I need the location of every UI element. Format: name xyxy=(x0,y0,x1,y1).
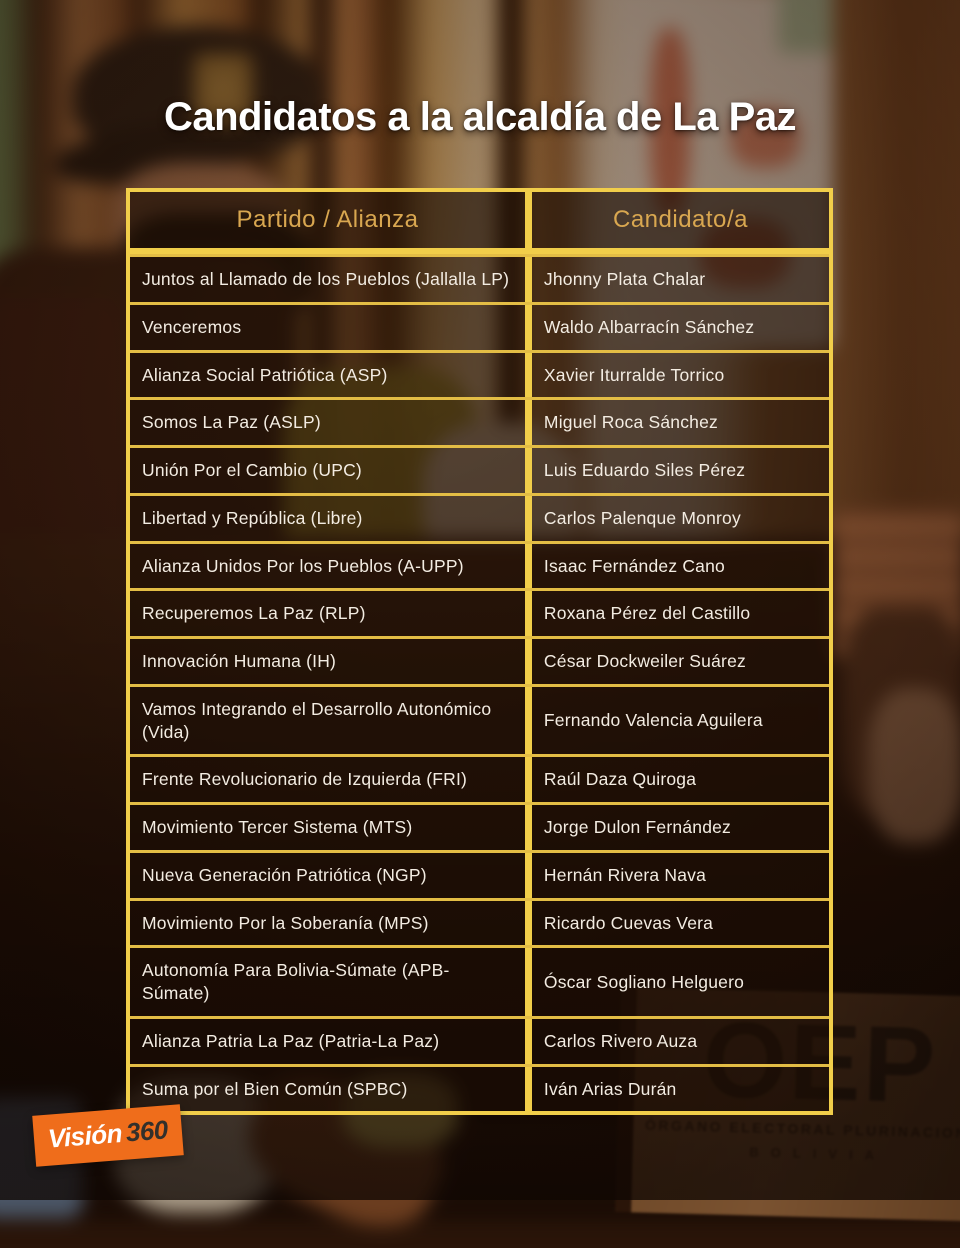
party-cell: Alianza Social Patriótica (ASP) xyxy=(130,352,532,398)
page-title: Candidatos a la alcaldía de La Paz xyxy=(163,94,797,139)
candidate-cell: Hernán Rivera Nava xyxy=(531,852,829,898)
party-cell: Vamos Integrando el Desarrollo Autonómic… xyxy=(130,686,532,755)
candidate-cell: Raúl Daza Quiroga xyxy=(531,757,829,802)
candidate-cell: Carlos Palenque Monroy xyxy=(531,495,829,541)
table-row: Juntos al Llamado de los Pueblos (Jallal… xyxy=(130,254,829,302)
candidate-cell: Carlos Rivero Auza xyxy=(531,1018,829,1064)
candidate-cell: Jorge Dulon Fernández xyxy=(531,805,829,850)
table-row: Venceremos Waldo Albarracín Sánchez xyxy=(130,301,829,350)
party-cell: Suma por el Bien Común (SPBC) xyxy=(130,1066,532,1112)
party-cell: Venceremos xyxy=(130,304,532,350)
table-row: Nueva Generación Patriótica (NGP) Hernán… xyxy=(130,849,829,898)
candidate-cell: Roxana Pérez del Castillo xyxy=(531,591,829,636)
table-body: Juntos al Llamado de los Pueblos (Jallal… xyxy=(130,254,829,1112)
party-cell: Somos La Paz (ASLP) xyxy=(130,400,532,445)
party-cell: Unión Por el Cambio (UPC) xyxy=(130,448,532,493)
candidate-cell: Fernando Valencia Aguilera xyxy=(531,686,829,755)
oep-country-text: BOLIVIA xyxy=(749,1143,887,1163)
party-cell: Autonomía Para Bolivia-Súmate (APB-Súmat… xyxy=(130,948,532,1016)
table-row: Libertad y República (Libre) Carlos Pale… xyxy=(130,492,829,541)
table-row: Unión Por el Cambio (UPC) Luis Eduardo S… xyxy=(130,445,829,493)
candidate-cell: Óscar Sogliano Helguero xyxy=(531,948,829,1016)
party-cell: Alianza Unidos Por los Pueblos (A-UPP) xyxy=(130,543,532,589)
table-row: Movimiento Por la Soberanía (MPS) Ricard… xyxy=(130,897,829,946)
party-cell: Movimiento Por la Soberanía (MPS) xyxy=(130,900,532,946)
table-row: Innovación Humana (IH) César Dockweiler … xyxy=(130,636,829,684)
table-header-row: Partido / Alianza Candidato/a xyxy=(130,192,829,254)
header-candidato: Candidato/a xyxy=(531,192,829,254)
candidate-cell: Xavier Iturralde Torrico xyxy=(531,352,829,398)
candidate-cell: Waldo Albarracín Sánchez xyxy=(531,304,829,350)
party-cell: Nueva Generación Patriótica (NGP) xyxy=(130,852,532,898)
table-row: Somos La Paz (ASLP) Miguel Roca Sánchez xyxy=(130,397,829,445)
logo-text-360: 360 xyxy=(124,1114,169,1148)
candidate-cell: Isaac Fernández Cano xyxy=(531,543,829,589)
candidates-table: Partido / Alianza Candidato/a Juntos al … xyxy=(126,188,833,1116)
table-row: Alianza Patria La Paz (Patria-La Paz) Ca… xyxy=(130,1015,829,1064)
table-row: Alianza Social Patriótica (ASP) Xavier I… xyxy=(130,349,829,398)
candidate-cell: Jhonny Plata Chalar xyxy=(531,257,829,302)
table-row: Movimiento Tercer Sistema (MTS) Jorge Du… xyxy=(130,802,829,850)
party-cell: Frente Revolucionario de Izquierda (FRI) xyxy=(130,757,532,802)
candidate-cell: Miguel Roca Sánchez xyxy=(531,400,829,445)
table-row: Recuperemos La Paz (RLP) Roxana Pérez de… xyxy=(130,588,829,636)
table-row: Vamos Integrando el Desarrollo Autonómic… xyxy=(130,683,829,755)
table-row: Autonomía Para Bolivia-Súmate (APB-Súmat… xyxy=(130,945,829,1016)
candidate-cell: César Dockweiler Suárez xyxy=(531,639,829,684)
table-row: Alianza Unidos Por los Pueblos (A-UPP) I… xyxy=(130,540,829,589)
party-cell: Alianza Patria La Paz (Patria-La Paz) xyxy=(130,1018,532,1064)
candidate-cell: Luis Eduardo Siles Pérez xyxy=(531,448,829,493)
party-cell: Innovación Humana (IH) xyxy=(130,639,532,684)
table-row: Suma por el Bien Común (SPBC) Iván Arias… xyxy=(130,1063,829,1112)
party-cell: Recuperemos La Paz (RLP) xyxy=(130,591,532,636)
hands xyxy=(868,688,960,843)
header-partido: Partido / Alianza xyxy=(130,192,532,254)
party-cell: Movimiento Tercer Sistema (MTS) xyxy=(130,805,532,850)
candidate-cell: Iván Arias Durán xyxy=(531,1066,829,1112)
poster-green-patch xyxy=(778,0,833,53)
logo-text-vision: Visión xyxy=(46,1117,124,1154)
party-cell: Libertad y República (Libre) xyxy=(130,495,532,541)
candidate-cell: Ricardo Cuevas Vera xyxy=(531,900,829,946)
party-cell: Juntos al Llamado de los Pueblos (Jallal… xyxy=(130,257,532,302)
table-row: Frente Revolucionario de Izquierda (FRI)… xyxy=(130,754,829,802)
